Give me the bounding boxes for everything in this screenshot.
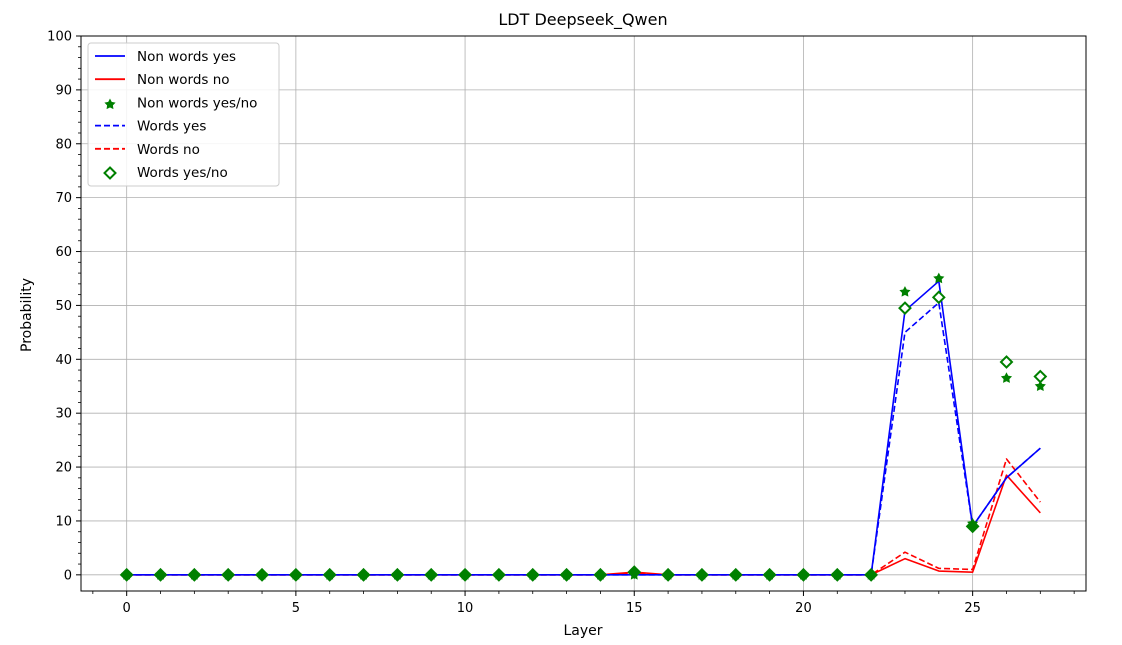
data-point-diamond — [458, 567, 472, 582]
data-point-diamond — [695, 567, 709, 582]
y-tick-label: 30 — [55, 407, 72, 422]
legend-box — [87, 42, 280, 187]
x-tick-label: 10 — [457, 601, 474, 616]
data-point-diamond — [830, 567, 845, 582]
data-point-diamond — [965, 519, 980, 534]
data-point-diamond — [390, 567, 405, 582]
y-tick-label: 60 — [55, 245, 72, 260]
data-point-diamond — [627, 565, 642, 580]
legend: Non words yes Non words no Non words yes/n… — [87, 42, 280, 187]
y-tick-label: 10 — [55, 514, 72, 529]
data-point-star — [899, 286, 911, 297]
data-point-diamond — [119, 567, 134, 582]
data-point-diamond — [728, 567, 743, 582]
y-tick-label: 50 — [55, 299, 72, 314]
data-point-diamond — [898, 301, 912, 316]
legend-item-words-yes: Words yes — [95, 119, 206, 135]
data-point-diamond — [255, 567, 269, 582]
data-point-diamond — [491, 567, 506, 582]
data-point-diamond — [288, 567, 303, 582]
series-line-non-words-yes — [126, 280, 1041, 576]
series-layer — [119, 272, 1048, 582]
y-tick-label: 70 — [55, 191, 72, 206]
chart-title: LDT Deepseek_Qwen — [498, 10, 667, 30]
data-point-diamond — [153, 567, 168, 582]
data-point-star — [1000, 372, 1013, 383]
data-point-diamond — [931, 290, 946, 305]
legend-label: Words yes — [137, 119, 206, 135]
x-tick-label: 20 — [795, 601, 812, 616]
y-tick-label: 90 — [55, 83, 72, 98]
data-point-diamond — [1033, 369, 1048, 384]
data-point-diamond — [661, 567, 676, 582]
data-point-diamond — [593, 567, 608, 582]
y-axis-label: Probability — [19, 278, 35, 352]
x-tick-label: 15 — [626, 601, 643, 616]
data-point-star — [933, 272, 945, 284]
legend-item-non-words-yes-no: Non words yes/no — [104, 95, 257, 111]
legend-diamond-swatch — [103, 166, 117, 180]
data-point-diamond — [424, 567, 439, 582]
data-point-diamond — [187, 567, 202, 582]
ticks: 0 10 20 30 40 50 60 70 80 90 100 0 5 10 15 20 25 — [47, 30, 1075, 616]
legend-item-words-yes-no: Words yes/no — [103, 165, 228, 181]
y-tick-label: 0 — [64, 568, 72, 583]
legend-label: Non words no — [137, 72, 230, 88]
legend-label: Words yes/no — [137, 165, 228, 181]
data-point-diamond — [762, 567, 777, 582]
series-words-yes-no — [119, 290, 1048, 582]
series-words-yes — [126, 301, 1041, 576]
data-point-diamond — [221, 567, 236, 582]
x-axis-label: Layer — [563, 623, 602, 639]
legend-label: Words no — [137, 142, 200, 158]
x-tick-label: 0 — [123, 601, 131, 616]
data-point-star — [1034, 380, 1046, 391]
x-tick-label: 25 — [964, 601, 981, 616]
data-point-diamond — [864, 567, 879, 582]
data-point-diamond — [796, 567, 811, 582]
series-non-words-yes — [126, 280, 1041, 576]
y-tick-label: 20 — [55, 461, 72, 476]
data-point-diamond — [356, 567, 371, 582]
legend-star-swatch — [104, 98, 116, 110]
legend-label: Non words yes — [137, 49, 236, 65]
y-tick-label: 80 — [55, 137, 72, 152]
data-point-diamond — [322, 567, 337, 582]
x-tick-label: 5 — [292, 601, 300, 616]
plot-frame — [80, 35, 1087, 592]
legend-item-words-no: Words no — [95, 142, 200, 158]
data-point-diamond — [525, 567, 540, 582]
y-tick-label: 100 — [47, 30, 72, 45]
y-tick-label: 40 — [55, 353, 72, 368]
legend-label: Non words yes/no — [137, 95, 257, 111]
data-point-diamond — [999, 355, 1014, 369]
series-line-words-yes — [126, 301, 1041, 576]
legend-item-non-words-yes: Non words yes — [95, 49, 236, 65]
legend-item-non-words-no: Non words no — [95, 72, 230, 88]
data-point-diamond — [559, 567, 574, 582]
